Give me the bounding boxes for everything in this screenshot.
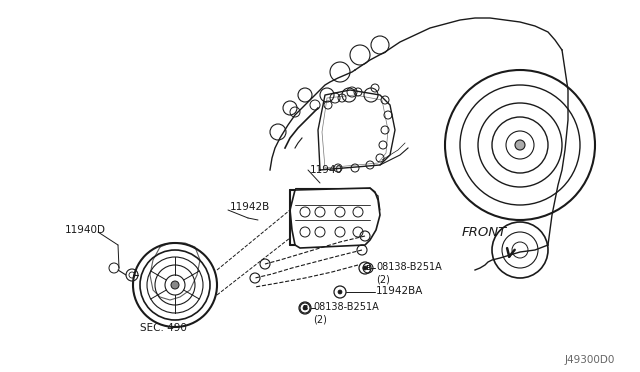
- Circle shape: [338, 290, 342, 294]
- Text: 11942B: 11942B: [230, 202, 270, 212]
- Text: B: B: [302, 305, 308, 311]
- Circle shape: [171, 281, 179, 289]
- Text: FRONT: FRONT: [462, 225, 508, 238]
- Circle shape: [515, 140, 525, 150]
- Text: 08138-B251A: 08138-B251A: [376, 262, 442, 272]
- Text: 11940: 11940: [310, 165, 343, 175]
- Text: SEC. 490: SEC. 490: [140, 323, 187, 333]
- Text: (2): (2): [376, 274, 390, 284]
- Text: 11942BA: 11942BA: [376, 286, 424, 296]
- Text: (2): (2): [313, 314, 327, 324]
- Text: B: B: [365, 265, 371, 271]
- Circle shape: [363, 266, 367, 270]
- Text: J49300D0: J49300D0: [564, 355, 615, 365]
- Text: 11940D: 11940D: [65, 225, 106, 235]
- Circle shape: [303, 306, 307, 310]
- Text: 08138-B251A: 08138-B251A: [313, 302, 379, 312]
